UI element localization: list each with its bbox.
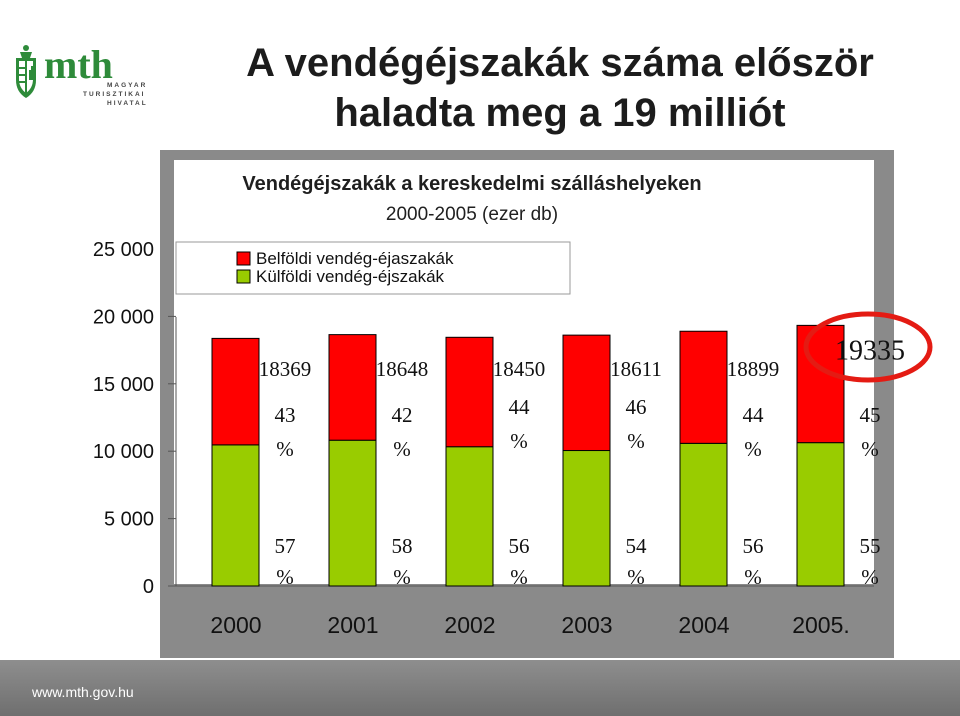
y-tick-label: 5 000 [104, 509, 154, 531]
bar-foreign-2005. [796, 442, 845, 587]
pct-symbol-domestic-2003: % [627, 429, 645, 453]
pct-symbol-domestic-2002: % [510, 429, 528, 453]
bar-domestic-2003 [562, 334, 611, 452]
legend-label-domestic: Belföldi vendég-éjaszakák [256, 249, 454, 268]
pct-domestic-2004: 44 [743, 403, 765, 427]
y-tick-label: 20 000 [93, 306, 154, 328]
y-tick-label: 0 [143, 576, 154, 598]
y-tick-label: 15 000 [93, 374, 154, 396]
x-tick-label-2004: 2004 [678, 612, 729, 638]
pct-symbol-foreign-2001: % [393, 565, 411, 589]
legend-box [175, 241, 571, 295]
bar-foreign-2002 [445, 446, 494, 587]
mth-logo: mth MAGYAR TURISZTIKAI HIVATAL [10, 30, 170, 110]
pct-domestic-2001: 42 [392, 403, 413, 427]
logo-line-3: HIVATAL [107, 100, 148, 107]
pct-domestic-2003: 46 [626, 395, 647, 419]
legend-swatch-foreign [236, 269, 251, 284]
chart-title-line-1: Vendégéjszakák a kereskedelmi szálláshel… [242, 173, 701, 195]
logo-line-1: MAGYAR [107, 82, 147, 89]
total-label-2004: 18899 [727, 357, 780, 381]
legend: Belföldi vendég-éjaszakák Külföldi vendé… [175, 241, 571, 295]
legend-swatch-domestic [236, 251, 251, 266]
legend-label-foreign: Külföldi vendég-éjszakák [256, 267, 445, 286]
pct-foreign-2001: 58 [392, 534, 413, 558]
footer-url: www.mth.gov.hu [32, 684, 134, 700]
plot-area [174, 160, 874, 584]
pct-foreign-2000: 57 [275, 534, 296, 558]
bar-domestic-2002 [445, 336, 494, 448]
pct-domestic-2002: 44 [509, 395, 531, 419]
x-tick-label-2000: 2000 [210, 612, 261, 638]
bar-foreign-2003 [562, 450, 611, 587]
pct-foreign-2004: 56 [743, 534, 764, 558]
pct-symbol-foreign-2003: % [627, 565, 645, 589]
pct-symbol-foreign-2000: % [276, 565, 294, 589]
total-label-2000: 18369 [259, 357, 312, 381]
bar-labels: 18369 43% 57% 18648 42% 58% 18450 44% 56% 18611 46… [259, 335, 905, 589]
chart-subtitle: 2000-2005 (ezer db) [386, 204, 558, 225]
x-tick-label-2005.: 2005. [792, 612, 850, 638]
pct-foreign-2003: 54 [626, 534, 648, 558]
bar-domestic-2001 [328, 334, 377, 441]
bar-series [211, 324, 845, 587]
y-tick-label: 10 000 [93, 441, 154, 463]
hungarian-coat-of-arms-icon [16, 45, 36, 98]
stacked-bar-chart: Vendégéjszakák a kereskedelmi szálláshel… [93, 150, 933, 658]
x-axis: 2000 2001 2002 2003 2004 2005. [210, 612, 849, 638]
total-label-2002: 18450 [493, 357, 546, 381]
y-axis: 25 000 20 000 15 000 10 000 5 000 0 [93, 239, 874, 598]
slide-title-line-1: A vendégéjszakák száma először [246, 41, 874, 85]
bar-foreign-2000 [211, 444, 260, 587]
pct-symbol-domestic-2000: % [276, 437, 294, 461]
pct-domestic-2000: 43 [275, 403, 296, 427]
bar-foreign-2001 [328, 439, 377, 587]
slide-title-line-2: haladta meg a 19 milliót [334, 91, 786, 135]
total-label-2003: 18611 [610, 357, 662, 381]
pct-symbol-domestic-2001: % [393, 437, 411, 461]
y-tick-label: 25 000 [93, 239, 154, 261]
bar-foreign-2004 [679, 442, 728, 587]
x-tick-label-2001: 2001 [327, 612, 378, 638]
pct-domestic-2005.: 45 [860, 403, 881, 427]
total-label-2001: 18648 [376, 357, 429, 381]
pct-symbol-foreign-2005.: % [861, 565, 879, 589]
footer-bar: www.mth.gov.hu [0, 660, 960, 716]
pct-symbol-domestic-2005.: % [861, 437, 879, 461]
bar-domestic-2004 [679, 330, 728, 444]
pct-symbol-domestic-2004: % [744, 437, 762, 461]
pct-foreign-2002: 56 [509, 534, 530, 558]
logo-line-2: TURISZTIKAI [83, 91, 145, 98]
pct-foreign-2005.: 55 [860, 534, 881, 558]
pct-symbol-foreign-2004: % [744, 565, 762, 589]
x-tick-label-2002: 2002 [444, 612, 495, 638]
logo-brand: mth [44, 42, 113, 87]
slide-title: A vendégéjszakák száma először haladta m… [175, 38, 945, 138]
x-tick-label-2003: 2003 [561, 612, 612, 638]
highlight-ring [803, 311, 933, 383]
pct-symbol-foreign-2002: % [510, 565, 528, 589]
total-label-2005.: 19335 [835, 335, 905, 366]
bar-domestic-2000 [211, 337, 260, 446]
